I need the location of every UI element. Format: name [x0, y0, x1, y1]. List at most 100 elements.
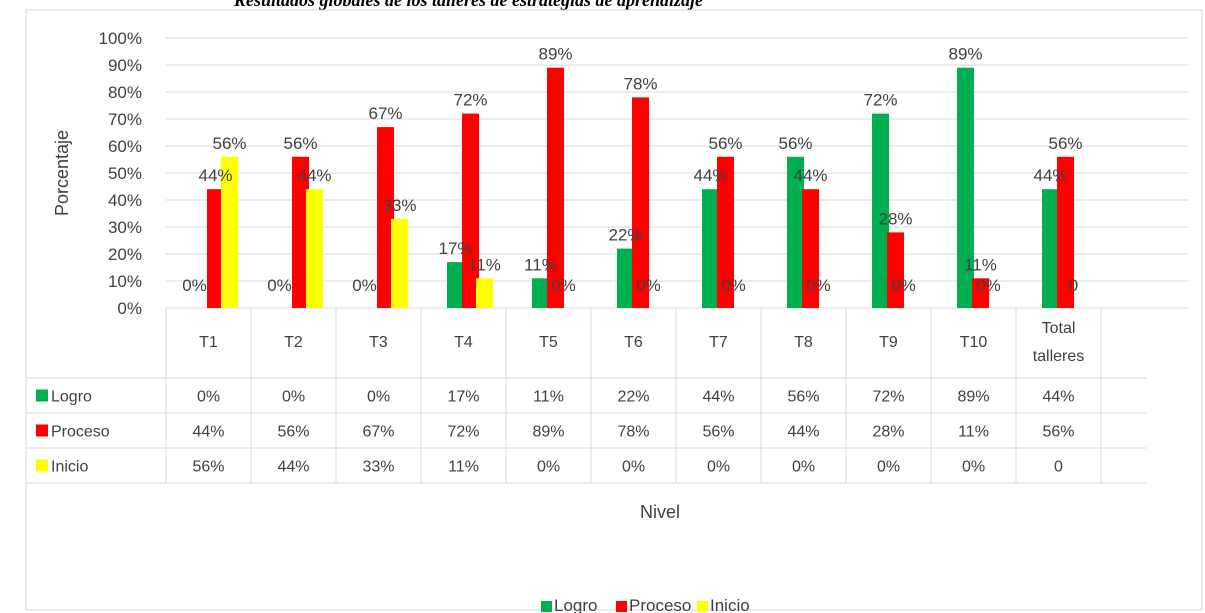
data-label-inicio: 33% [382, 196, 416, 215]
data-label-inicio: 0 [1069, 276, 1078, 295]
chart-caption: Resultados globales de los talleres de e… [234, 0, 703, 10]
table-cell: 0% [707, 459, 730, 476]
y-tick-label: 20% [108, 245, 142, 264]
data-label-proceso: 44% [793, 166, 827, 185]
data-label-proceso: 56% [708, 134, 742, 153]
data-label-inicio: 0% [636, 276, 661, 295]
y-axis-title: Porcentaje [52, 130, 72, 216]
data-label-inicio: 56% [212, 134, 246, 153]
table-cell: 67% [362, 424, 394, 441]
table-legend-key-proceso [36, 424, 48, 437]
table-series-name: Inicio [51, 459, 88, 476]
data-label-proceso: 44% [198, 166, 232, 185]
bar-proceso [207, 189, 224, 308]
bar-proceso [1057, 156, 1074, 308]
table-cell: 56% [277, 424, 309, 441]
table-cell: 22% [617, 389, 649, 406]
y-tick-label: 100% [99, 29, 142, 48]
bar-logro [532, 278, 549, 308]
bar-inicio [221, 156, 238, 308]
table-cell: 56% [787, 389, 819, 406]
bar-logro [1042, 189, 1059, 308]
category-label: T10 [960, 334, 988, 351]
bar-proceso [717, 156, 734, 308]
data-label-logro: 44% [1033, 166, 1067, 185]
bar-proceso [377, 127, 394, 308]
data-label-logro: 0% [267, 276, 292, 295]
bar-inicio [306, 189, 323, 308]
table-cell: 56% [702, 424, 734, 441]
bar-logro [617, 248, 634, 308]
table-cell: 0% [877, 459, 900, 476]
data-label-logro: 89% [948, 45, 982, 64]
table-cell: 89% [957, 389, 989, 406]
table-cell: 0 [1054, 459, 1063, 476]
data-label-inicio: 11% [468, 255, 501, 274]
category-label: T5 [539, 334, 558, 351]
table-cell: 0% [792, 459, 815, 476]
table-cell: 17% [447, 389, 479, 406]
bar-logro [957, 67, 974, 308]
bar-logro [787, 156, 804, 308]
table-cell: 72% [872, 389, 904, 406]
table-legend-key-logro [36, 389, 48, 402]
table-cell: 33% [362, 459, 394, 476]
data-label-proceso: 89% [538, 45, 572, 64]
legend-label: Proceso [629, 596, 691, 613]
y-tick-label: 70% [108, 110, 142, 129]
category-label: T9 [879, 334, 898, 351]
table-cell: 44% [277, 459, 309, 476]
table-cell: 0% [622, 459, 645, 476]
bar-proceso [547, 67, 564, 308]
bar-logro [447, 262, 464, 308]
legend-label: Inicio [710, 596, 750, 613]
legend-key-proceso [616, 601, 627, 612]
category-label: T7 [709, 334, 728, 351]
chart-border [25, 9, 1203, 611]
bar-proceso [972, 278, 989, 308]
legend-key-logro [541, 601, 552, 612]
table-cell: 0% [962, 459, 985, 476]
y-tick-label: 30% [108, 218, 142, 237]
category-label: Total [1042, 320, 1076, 337]
data-label-inicio: 0% [721, 276, 746, 295]
data-label-logro: 72% [863, 91, 897, 110]
data-label-logro: 22% [608, 226, 642, 245]
category-label: T2 [284, 334, 303, 351]
y-tick-label: 0% [117, 299, 142, 318]
table-cell: 44% [192, 424, 224, 441]
data-label-proceso: 67% [368, 104, 402, 123]
y-tick-label: 80% [108, 83, 142, 102]
table-cell: 11% [958, 424, 989, 441]
x-axis-title: Nivel [640, 502, 680, 522]
y-tick-label: 90% [108, 56, 142, 75]
y-tick-label: 10% [108, 272, 142, 291]
data-label-proceso: 56% [283, 134, 317, 153]
data-label-inicio: 0% [551, 276, 576, 295]
data-label-inicio: 0% [891, 276, 916, 295]
table-cell: 44% [787, 424, 819, 441]
bar-logro [702, 189, 719, 308]
data-label-inicio: 44% [297, 166, 331, 185]
bar-proceso [632, 97, 649, 309]
table-cell: 0% [367, 389, 390, 406]
table-series-name: Proceso [51, 424, 110, 441]
table-cell: 56% [1042, 424, 1074, 441]
table-cell: 11% [448, 459, 479, 476]
table-cell: 44% [702, 389, 734, 406]
table-cell: 72% [447, 424, 479, 441]
y-tick-label: 60% [108, 137, 142, 156]
table-cell: 28% [872, 424, 904, 441]
data-label-logro: 11% [524, 255, 557, 274]
data-label-inicio: 0% [806, 276, 831, 295]
category-label: talleres [1033, 348, 1085, 365]
bar-inicio [391, 218, 408, 308]
data-label-logro: 0% [352, 276, 377, 295]
table-cell: 0% [537, 459, 560, 476]
data-label-proceso: 78% [623, 74, 657, 93]
data-label-logro: 44% [693, 166, 727, 185]
bar-proceso [802, 189, 819, 308]
legend-label: Logro [554, 596, 597, 613]
